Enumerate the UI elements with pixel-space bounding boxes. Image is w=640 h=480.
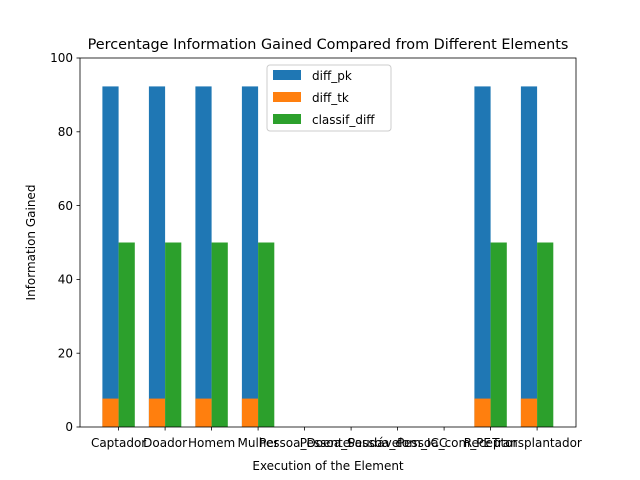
legend-label-diff_pk: diff_pk — [312, 69, 352, 83]
chart-title: Percentage Information Gained Compared f… — [88, 37, 569, 53]
bar-diff_pk-3 — [195, 86, 212, 428]
bar-diff_tk-10 — [520, 398, 538, 427]
x-axis-label: Execution of the Element — [252, 459, 404, 473]
bar-classif_diff-4 — [258, 242, 275, 427]
bar-diff_tk-9 — [474, 398, 491, 427]
x-tick-label: Mulher — [237, 436, 278, 450]
y-axis: 0 20 40 60 80 100 — [50, 51, 80, 434]
y-tick-label: 40 — [58, 273, 73, 287]
bar-diff_pk-9 — [474, 86, 491, 428]
legend: diff_pk diff_tk classif_diff — [266, 64, 392, 132]
legend-swatch-diff_tk — [273, 92, 301, 102]
legend-swatch-classif_diff — [273, 114, 301, 124]
bar-classif_diff-1 — [118, 242, 135, 427]
legend-swatch-diff_pk — [273, 70, 301, 80]
x-tick-label: Pessoa_com_ICC — [348, 436, 447, 450]
y-tick-label: 0 — [65, 420, 73, 434]
x-tick-label: Receptor — [464, 436, 518, 450]
x-tick-label: Doador — [143, 436, 187, 450]
bar-classif_diff-3 — [211, 242, 228, 427]
x-tick-label: Homem — [188, 436, 235, 450]
x-tick-label: Captador — [91, 436, 146, 450]
x-tick-label: Transplantador — [491, 436, 582, 450]
bar-classif_diff-10 — [537, 242, 554, 427]
bar-classif_diff-2 — [165, 242, 182, 427]
bar-classif_diff-9 — [490, 242, 507, 427]
bar-diff_pk-2 — [148, 86, 166, 428]
x-tick-label: Pessoa_Doente — [259, 436, 350, 450]
bars-layer — [102, 86, 554, 428]
legend-label-classif_diff: classif_diff — [312, 113, 375, 127]
bar-diff_tk-1 — [102, 398, 119, 427]
y-tick-label: 60 — [58, 199, 73, 213]
plot-frame — [79, 57, 577, 428]
bar-diff_tk-4 — [241, 398, 259, 427]
x-tick-label: Pessoa_Saudável — [300, 436, 403, 450]
y-axis-label: Information Gained — [24, 185, 38, 301]
y-tick-label: 20 — [58, 346, 73, 360]
legend-label-diff_tk: diff_tk — [312, 91, 349, 105]
y-tick-label: 80 — [58, 125, 73, 139]
bar-diff_pk-1 — [102, 86, 119, 428]
bar-diff_pk-4 — [241, 86, 259, 428]
y-tick-label: 100 — [50, 51, 73, 65]
bar-diff_pk-10 — [520, 86, 538, 428]
x-tick-label: Pessoa_com_PE — [397, 436, 491, 450]
bar-diff_tk-2 — [148, 398, 166, 427]
bar-diff_tk-3 — [195, 398, 212, 427]
